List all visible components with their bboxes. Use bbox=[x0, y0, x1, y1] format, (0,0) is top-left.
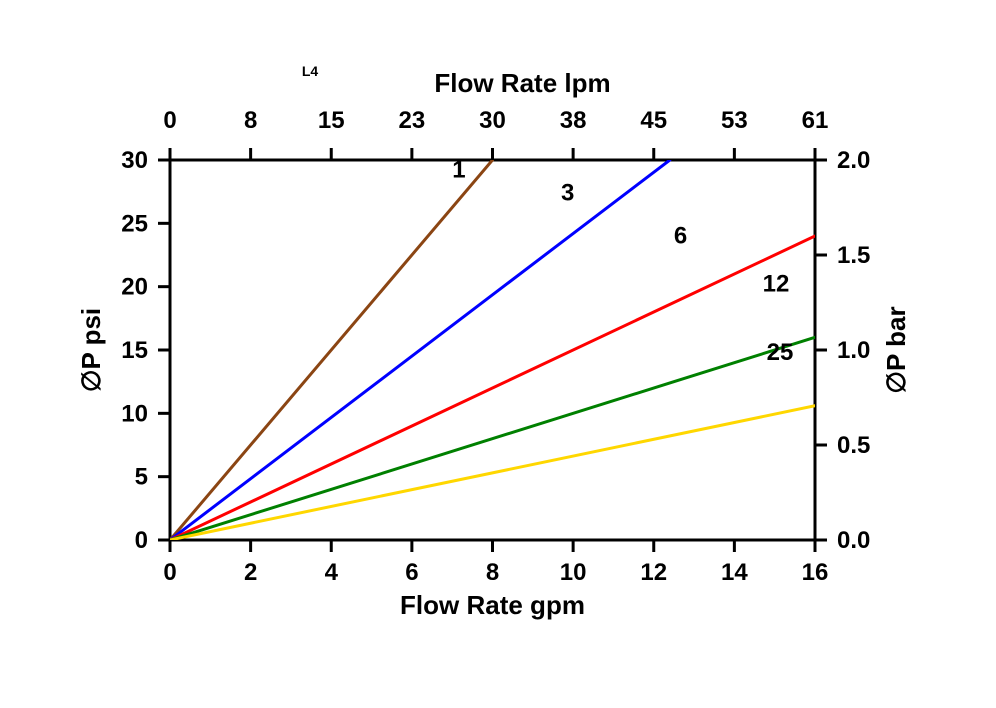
y-left-tick-label: 5 bbox=[135, 464, 148, 491]
x-bottom-tick-label: 16 bbox=[802, 559, 829, 586]
x-bottom-tick-label: 10 bbox=[560, 559, 587, 586]
series-label: 3 bbox=[561, 180, 574, 207]
x-bottom-tick-label: 0 bbox=[163, 559, 176, 586]
x-bottom-tick-label: 6 bbox=[405, 559, 418, 586]
chart-svg: 0246810121416Flow Rate gpm08152330384553… bbox=[0, 0, 996, 708]
y-left-tick-label: 0 bbox=[135, 527, 148, 554]
x-top-tick-label: 53 bbox=[721, 107, 748, 134]
y-left-tick-label: 15 bbox=[121, 337, 148, 364]
x-top-tick-label: 61 bbox=[802, 107, 829, 134]
x-bottom-title: Flow Rate gpm bbox=[400, 590, 585, 620]
series-label: 12 bbox=[763, 271, 790, 298]
x-top-tick-label: 23 bbox=[399, 107, 426, 134]
x-bottom-tick-label: 14 bbox=[721, 559, 748, 586]
x-bottom-tick-label: 12 bbox=[640, 559, 667, 586]
y-left-tick-label: 25 bbox=[121, 210, 148, 237]
x-top-tick-label: 30 bbox=[479, 107, 506, 134]
y-right-title: ∅P bar bbox=[881, 306, 911, 393]
y-right-tick-label: 0.0 bbox=[837, 527, 870, 554]
y-right-tick-label: 2.0 bbox=[837, 147, 870, 174]
y-right-tick-label: 1.0 bbox=[837, 337, 870, 364]
x-bottom-tick-label: 4 bbox=[325, 559, 339, 586]
x-top-title: Flow Rate lpm bbox=[434, 68, 610, 98]
y-right-tick-label: 0.5 bbox=[837, 432, 870, 459]
x-top-tick-label: 45 bbox=[640, 107, 667, 134]
x-top-tick-label: 38 bbox=[560, 107, 587, 134]
y-left-tick-label: 30 bbox=[121, 147, 148, 174]
y-left-tick-label: 10 bbox=[121, 400, 148, 427]
x-top-tick-label: 0 bbox=[163, 107, 176, 134]
x-bottom-tick-label: 8 bbox=[486, 559, 499, 586]
chart-container: 0246810121416Flow Rate gpm08152330384553… bbox=[0, 0, 996, 708]
series-label: 1 bbox=[452, 157, 465, 184]
y-left-title: ∅P psi bbox=[76, 308, 106, 392]
legend-tag: L4 bbox=[302, 63, 319, 79]
x-top-tick-label: 8 bbox=[244, 107, 257, 134]
x-top-tick-label: 15 bbox=[318, 107, 345, 134]
y-right-tick-label: 1.5 bbox=[837, 242, 870, 269]
x-bottom-tick-label: 2 bbox=[244, 559, 257, 586]
series-label: 25 bbox=[767, 339, 794, 366]
y-left-tick-label: 20 bbox=[121, 274, 148, 301]
series-label: 6 bbox=[674, 223, 687, 250]
